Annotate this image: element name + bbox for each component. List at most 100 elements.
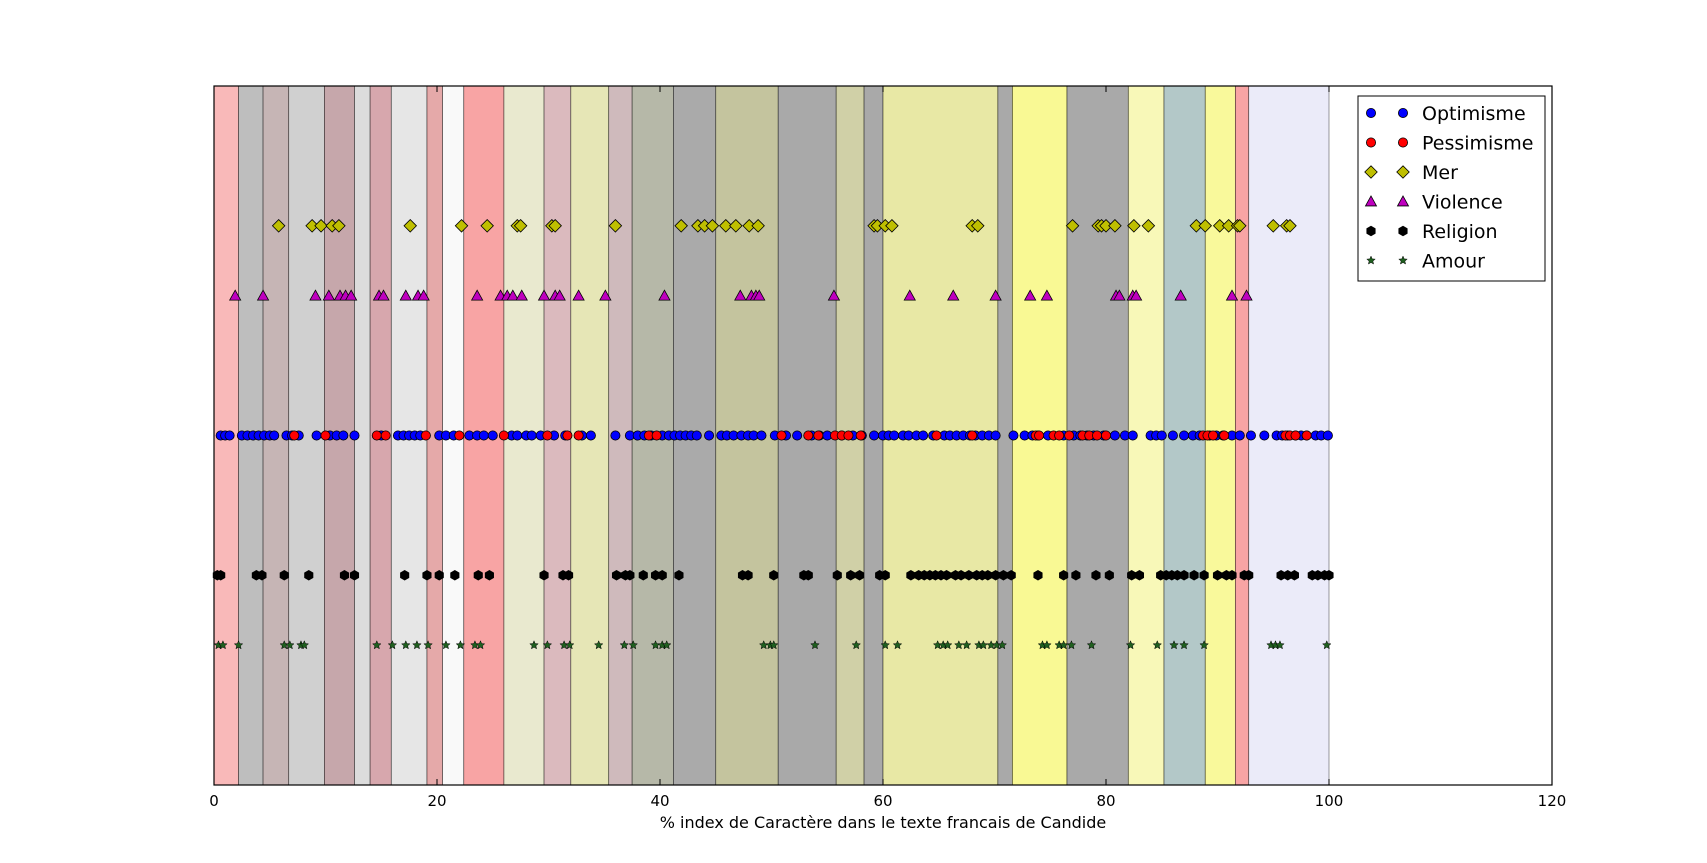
- point-religion-68: [1244, 570, 1254, 581]
- legend-marker-amour-a: [1366, 255, 1376, 265]
- point-amour-57: [1321, 640, 1332, 650]
- point-optimisme-113: [1245, 430, 1256, 441]
- point-pessimisme-29: [1101, 430, 1112, 441]
- point-mer-30: [1099, 219, 1113, 233]
- point-amour-2: [233, 640, 244, 650]
- series-mer: [271, 219, 1297, 233]
- point-violence-16: [515, 289, 528, 301]
- point-optimisme-39: [585, 430, 596, 441]
- x-tick-label-1: 20: [427, 792, 446, 810]
- point-religion-46: [983, 570, 993, 581]
- point-religion-52: [1071, 570, 1081, 581]
- point-mer-27: [1065, 219, 1080, 233]
- point-amour-30: [851, 640, 862, 650]
- point-religion-19: [625, 570, 635, 581]
- point-amour-44: [1042, 640, 1052, 650]
- point-optimisme-76: [918, 430, 929, 441]
- legend-label-violence: Violence: [1422, 192, 1503, 214]
- point-amour-22: [628, 640, 639, 650]
- point-pessimisme-33: [1219, 430, 1230, 441]
- point-optimisme-87: [1008, 430, 1019, 441]
- point-mer-2: [314, 219, 328, 233]
- point-optimisme-98: [1109, 430, 1120, 441]
- x-tick-label-3: 60: [873, 792, 892, 810]
- point-amour-17: [542, 640, 553, 650]
- point-violence-8: [377, 289, 390, 301]
- point-pessimisme-32: [1208, 430, 1219, 441]
- point-violence-31: [1023, 289, 1037, 301]
- point-violence-27: [827, 289, 841, 301]
- point-optimisme-103: [1156, 430, 1167, 441]
- legend-box: [1357, 95, 1546, 282]
- point-pessimisme-25: [1064, 430, 1075, 441]
- legend-marker-violence-b: [1396, 195, 1410, 207]
- point-religion-13: [484, 570, 494, 581]
- point-pessimisme-0: [289, 430, 300, 441]
- point-pessimisme-5: [454, 430, 465, 441]
- point-religion-71: [1289, 570, 1299, 581]
- point-mer-9: [513, 219, 528, 233]
- point-mer-17: [719, 219, 733, 233]
- point-optimisme-2: [224, 430, 235, 441]
- x-tick-label-4: 80: [1096, 792, 1115, 810]
- point-religion-10: [434, 570, 444, 581]
- point-religion-47: [991, 570, 1001, 581]
- point-violence-3: [322, 289, 336, 301]
- point-religion-43: [964, 570, 974, 581]
- point-optimisme-51: [691, 430, 702, 441]
- point-pessimisme-2: [371, 430, 382, 441]
- point-religion-53: [1091, 570, 1101, 581]
- point-pessimisme-12: [776, 430, 787, 441]
- point-violence-28: [903, 289, 916, 301]
- point-mer-26: [970, 219, 985, 233]
- point-mer-24: [885, 219, 899, 233]
- point-religion-55: [1127, 570, 1137, 581]
- point-violence-38: [1225, 289, 1239, 301]
- point-mer-11: [548, 219, 562, 233]
- point-religion-29: [832, 570, 842, 581]
- point-optimisme-104: [1167, 430, 1178, 441]
- point-amour-16: [529, 640, 539, 650]
- point-mer-42: [1283, 219, 1297, 233]
- point-religion-56: [1134, 570, 1145, 581]
- point-pessimisme-8: [562, 430, 573, 441]
- point-religion-31: [855, 570, 865, 581]
- legend-label-pessimisme: Pessimisme: [1422, 133, 1533, 155]
- point-mer-32: [1127, 219, 1141, 233]
- point-mer-18: [729, 219, 743, 233]
- point-religion-14: [539, 570, 549, 581]
- point-amour-21: [619, 640, 630, 650]
- point-optimisme-69: [869, 430, 880, 441]
- point-religion-75: [1324, 570, 1334, 581]
- point-religion-9: [422, 570, 432, 581]
- point-violence-1: [256, 289, 270, 301]
- x-tick-label-0: 0: [209, 792, 219, 810]
- point-amour-9: [400, 640, 411, 650]
- point-optimisme-72: [889, 430, 900, 441]
- point-optimisme-13: [311, 430, 322, 441]
- point-pessimisme-1: [320, 430, 331, 441]
- point-violence-15: [506, 289, 520, 301]
- point-amour-31: [880, 640, 891, 650]
- point-amour-15: [475, 640, 486, 650]
- point-violence-23: [734, 289, 747, 301]
- point-optimisme-29: [478, 430, 489, 441]
- point-pessimisme-4: [420, 430, 431, 441]
- point-religion-54: [1104, 570, 1114, 581]
- point-amour-8: [387, 640, 398, 650]
- point-pessimisme-6: [498, 430, 509, 441]
- point-amour-4: [285, 640, 295, 650]
- legend-marker-optimisme-b: [1398, 108, 1409, 119]
- point-mer-19: [742, 219, 756, 233]
- point-mer-16: [705, 219, 720, 233]
- point-mer-40: [1266, 219, 1281, 233]
- point-violence-37: [1174, 289, 1187, 301]
- point-amour-49: [1125, 640, 1136, 650]
- point-amour-1: [218, 640, 228, 650]
- point-mer-37: [1221, 219, 1236, 233]
- legend-marker-religion-a: [1366, 225, 1376, 237]
- point-amour-32: [892, 640, 903, 650]
- point-optimisme-32: [512, 430, 523, 441]
- point-optimisme-114: [1259, 430, 1270, 441]
